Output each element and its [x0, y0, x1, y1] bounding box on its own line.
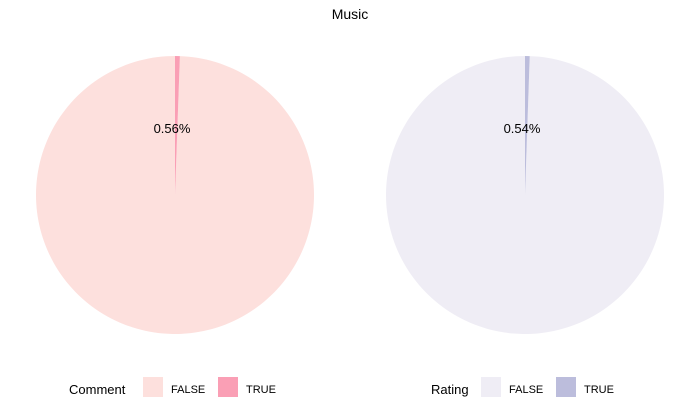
legend-rating-true-key	[556, 377, 576, 397]
legend-comment: Comment FALSE TRUE	[69, 377, 276, 397]
pie-comment-true-percent-label: 0.56%	[154, 121, 191, 136]
legend-rating-false-key	[481, 377, 501, 397]
pie-rating-true-slice	[525, 56, 530, 195]
pie-rating-true-percent-label: 0.54%	[504, 121, 541, 136]
pie-comment	[35, 56, 314, 335]
legend-comment-title: Comment	[69, 382, 126, 397]
pie-comment-true-slice	[175, 56, 180, 195]
legend-rating: Rating FALSE TRUE	[431, 377, 614, 397]
legend-rating-title: Rating	[431, 382, 469, 397]
legend-rating-false-label: FALSE	[509, 384, 543, 396]
chart-title: Music	[332, 6, 369, 22]
legend-comment-true-label: TRUE	[246, 384, 276, 396]
pie-rating	[386, 56, 664, 334]
legend-rating-true-label: TRUE	[584, 384, 614, 396]
pie-comment-false-slice	[35, 56, 314, 335]
legend-comment-false-label: FALSE	[171, 384, 205, 396]
legend-comment-false-key	[143, 377, 163, 397]
legend-comment-true-key	[218, 377, 238, 397]
